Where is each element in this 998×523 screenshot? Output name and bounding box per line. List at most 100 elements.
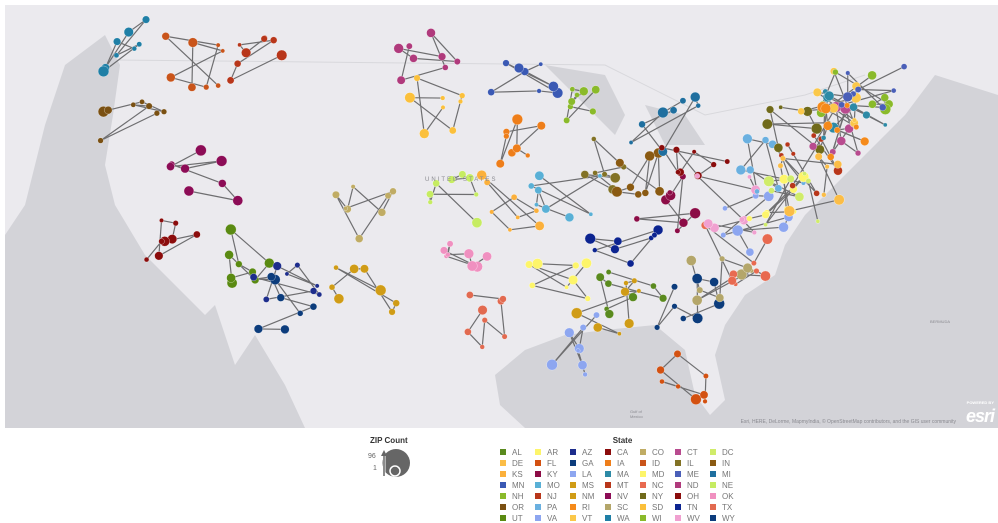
zip-point-az[interactable] <box>285 272 289 276</box>
legend-item-fl[interactable]: FL <box>535 458 570 468</box>
zip-point-tn[interactable] <box>611 245 620 254</box>
legend-item-tx[interactable]: TX <box>710 502 745 512</box>
zip-point-mt[interactable] <box>276 50 287 61</box>
legend-item-md[interactable]: MD <box>640 469 675 479</box>
zip-point-mn[interactable] <box>503 60 510 67</box>
zip-point-wa[interactable] <box>113 38 121 46</box>
legend-item-al[interactable]: AL <box>500 447 535 457</box>
zip-point-nj[interactable] <box>785 142 790 147</box>
legend-item-pa[interactable]: PA <box>535 502 570 512</box>
legend-item-az[interactable]: AZ <box>570 447 605 457</box>
zip-point-az[interactable] <box>263 296 269 302</box>
zip-point-tx[interactable] <box>478 305 487 314</box>
legend-item-ga[interactable]: GA <box>570 458 605 468</box>
zip-point-mt[interactable] <box>238 43 242 47</box>
legend-item-ma[interactable]: MA <box>605 469 640 479</box>
zip-point-in[interactable] <box>616 159 624 167</box>
zip-point-mo[interactable] <box>535 187 542 194</box>
zip-point-ar[interactable] <box>572 262 579 269</box>
zip-point-ut[interactable] <box>225 224 236 235</box>
zip-point-nc[interactable] <box>762 234 772 244</box>
legend-item-ca[interactable]: CA <box>605 447 640 457</box>
zip-point-ga[interactable] <box>671 284 677 290</box>
zip-point-ut[interactable] <box>227 273 236 282</box>
zip-point-sc[interactable] <box>686 256 696 266</box>
zip-point-ok[interactable] <box>446 252 451 257</box>
zip-point-wy[interactable] <box>310 303 317 310</box>
zip-point-ct[interactable] <box>855 150 861 156</box>
zip-point-ny[interactable] <box>766 106 774 114</box>
legend-item-mo[interactable]: MO <box>535 480 570 490</box>
legend-item-in[interactable]: IN <box>710 458 745 468</box>
zip-point-il[interactable] <box>593 170 598 175</box>
zip-point-fl[interactable] <box>700 391 708 399</box>
zip-point-wi[interactable] <box>570 87 575 92</box>
zip-point-in[interactable] <box>627 183 635 191</box>
zip-point-nd[interactable] <box>397 76 405 84</box>
legend-item-nd[interactable]: ND <box>675 480 710 490</box>
legend-item-mt[interactable]: MT <box>605 480 640 490</box>
zip-point-mn[interactable] <box>537 89 542 94</box>
zip-point-ia[interactable] <box>537 121 545 129</box>
zip-point-la[interactable] <box>580 324 586 330</box>
zip-point-az[interactable] <box>317 292 322 297</box>
zip-point-ms[interactable] <box>617 332 621 336</box>
zip-point-vt[interactable] <box>852 118 857 123</box>
zip-point-wi[interactable] <box>590 108 597 115</box>
zip-point-fl[interactable] <box>703 399 708 404</box>
zip-point-ri[interactable] <box>823 121 832 130</box>
zip-point-nm[interactable] <box>329 284 335 290</box>
zip-point-ri[interactable] <box>827 153 834 160</box>
zip-point-co[interactable] <box>332 191 339 198</box>
zip-point-nm[interactable] <box>389 309 396 316</box>
zip-point-il[interactable] <box>602 172 607 177</box>
zip-point-al[interactable] <box>629 293 638 302</box>
zip-point-me[interactable] <box>839 102 845 108</box>
zip-point-de[interactable] <box>834 195 844 205</box>
zip-point-va[interactable] <box>722 206 727 211</box>
zip-point-ny[interactable] <box>779 105 783 109</box>
zip-point-mi[interactable] <box>670 107 677 114</box>
legend-item-or[interactable]: OR <box>500 502 535 512</box>
zip-point-dc[interactable] <box>768 188 774 194</box>
zip-point-vt[interactable] <box>798 108 805 115</box>
zip-point-ut[interactable] <box>264 258 274 268</box>
zip-point-id[interactable] <box>188 83 196 91</box>
zip-point-wv[interactable] <box>747 175 751 179</box>
zip-point-va[interactable] <box>721 232 726 237</box>
zip-point-nc[interactable] <box>728 276 737 285</box>
zip-point-al[interactable] <box>650 283 656 289</box>
zip-point-ks[interactable] <box>516 215 520 219</box>
zip-point-ar[interactable] <box>585 296 591 302</box>
zip-point-ar[interactable] <box>581 258 591 268</box>
zip-point-md[interactable] <box>747 216 753 222</box>
zip-point-dc[interactable] <box>787 175 794 182</box>
zip-point-or[interactable] <box>131 102 136 107</box>
legend-item-me[interactable]: ME <box>675 469 710 479</box>
zip-point-ms[interactable] <box>632 278 637 283</box>
zip-point-wa[interactable] <box>137 42 142 47</box>
zip-point-me[interactable] <box>901 64 907 70</box>
zip-point-nv[interactable] <box>216 156 227 167</box>
zip-point-nc[interactable] <box>751 260 756 265</box>
zip-point-nm[interactable] <box>334 265 339 270</box>
zip-point-tx[interactable] <box>482 317 488 323</box>
zip-point-ok[interactable] <box>447 241 453 247</box>
zip-point-sd[interactable] <box>440 96 445 101</box>
zip-point-me[interactable] <box>891 88 896 93</box>
zip-point-sd[interactable] <box>405 92 415 102</box>
legend-item-oh[interactable]: OH <box>675 491 710 501</box>
zip-point-nv[interactable] <box>233 196 243 206</box>
zip-point-nj[interactable] <box>790 183 796 189</box>
zip-point-wa[interactable] <box>114 53 119 58</box>
zip-point-ne[interactable] <box>426 191 433 198</box>
zip-point-tn[interactable] <box>652 232 657 237</box>
zip-point-oh[interactable] <box>725 159 730 164</box>
zip-point-ia[interactable] <box>512 114 523 125</box>
legend-item-nc[interactable]: NC <box>640 480 675 490</box>
zip-point-oh[interactable] <box>659 145 665 151</box>
zip-point-ri[interactable] <box>821 103 831 113</box>
zip-point-la[interactable] <box>578 360 587 369</box>
zip-point-wa[interactable] <box>98 66 109 77</box>
zip-point-ky[interactable] <box>634 216 640 222</box>
